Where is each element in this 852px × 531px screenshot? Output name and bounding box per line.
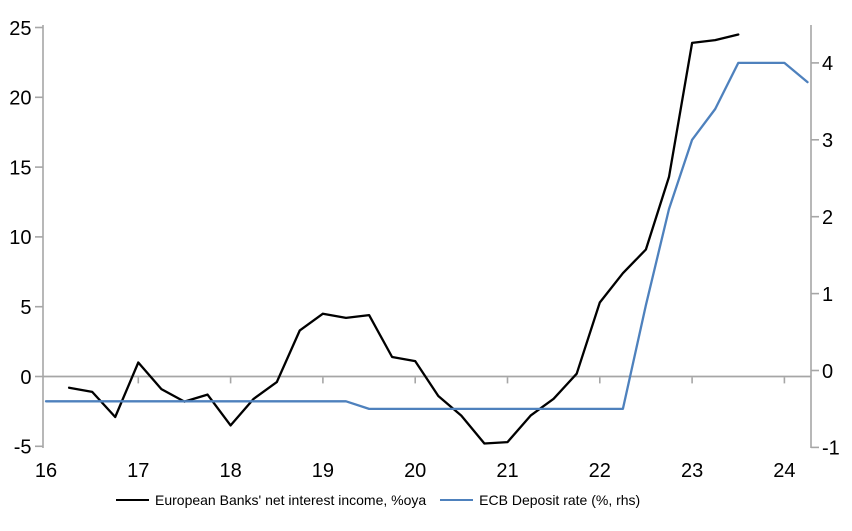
left-axis-tick-label: 15 [9,157,31,179]
right-axis-tick-label: 2 [822,207,833,229]
series-line-ecb-deposit-rate [44,61,809,411]
left-axis-tick-label: 0 [20,367,31,389]
left-axis-tick-label: 5 [20,297,31,319]
chart-legend: European Banks' net interest income, %oy… [116,492,640,508]
right-axis-tick-label: 0 [822,361,833,383]
x-axis-tick-label: 19 [312,460,334,482]
right-axis-tick-label: -1 [822,438,840,460]
blue-line-swatch [440,499,474,501]
x-axis-tick-label: 18 [219,460,241,482]
x-axis-tick-label: 17 [127,460,149,482]
right-axis-tick-label: 4 [822,53,833,75]
legend-item-ecb-deposit-rate: ECB Deposit rate (%, rhs) [440,492,640,508]
x-axis-tick-label: 21 [496,460,518,482]
right-axis-tick-label: 1 [822,284,833,306]
left-axis-tick-label: -5 [14,437,32,459]
series-line-net-interest-income [67,33,740,445]
x-axis-tick-label: 22 [589,460,611,482]
x-axis-tick-label: 16 [35,460,57,482]
left-axis-tick-label: 20 [9,88,31,110]
black-line-swatch [116,499,149,501]
legend-label-ecb-deposit-rate: ECB Deposit rate (%, rhs) [479,492,641,508]
x-axis-tick-label: 23 [681,460,703,482]
left-axis-tick-label: 10 [9,227,31,249]
left-axis-tick-label: 25 [9,18,31,40]
x-axis-tick-label: 24 [773,460,795,482]
x-axis-tick-label: 20 [404,460,426,482]
legend-label-net-interest-income: European Banks' net interest income, %oy… [155,492,427,508]
legend-item-net-interest-income: European Banks' net interest income, %oy… [116,492,426,508]
right-axis-tick-label: 3 [822,130,833,152]
